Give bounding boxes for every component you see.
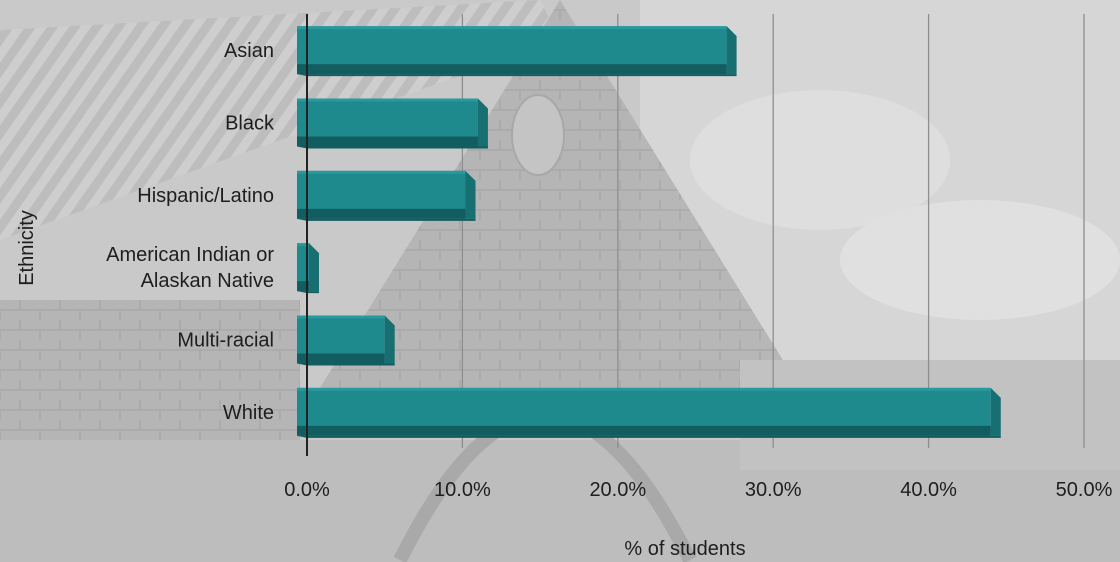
bars [297, 26, 1001, 438]
bar-highlight [297, 243, 309, 247]
category-label: White [223, 402, 274, 424]
category-label: Black [225, 113, 275, 135]
x-tick-label: 40.0% [900, 479, 957, 501]
x-axis-title: % of students [624, 538, 745, 560]
category-label: Asian [224, 40, 274, 62]
bar-base [297, 353, 385, 364]
bar-highlight [297, 26, 727, 30]
x-tick-label: 30.0% [745, 479, 802, 501]
x-tick-label: 20.0% [589, 479, 646, 501]
bar [297, 387, 1001, 438]
bar-base [297, 425, 991, 436]
category-label: Multi-racial [177, 330, 274, 352]
bar [297, 98, 488, 149]
category-labels: Asian Black Hispanic/Latino American Indian… [106, 40, 275, 424]
bar [297, 315, 395, 366]
bar [297, 170, 476, 221]
category-label: American Indian or [106, 244, 274, 266]
x-tick-label: 0.0% [284, 479, 330, 501]
x-tick-label: 10.0% [434, 479, 491, 501]
bar-highlight [297, 387, 991, 391]
bar-bottom [297, 435, 1001, 438]
bar-bottom [297, 74, 737, 77]
bar-highlight [297, 98, 478, 102]
bar-side [477, 98, 488, 147]
bar-bottom [297, 146, 488, 149]
y-axis-title: Ethnicity [16, 210, 38, 286]
bar-bottom [297, 363, 395, 366]
bar-base [297, 281, 309, 292]
bar-base [297, 208, 466, 219]
bar-bottom [297, 218, 476, 221]
bar-base [297, 64, 727, 75]
bar [297, 26, 737, 77]
bar-base [297, 136, 478, 147]
bar-highlight [297, 170, 466, 174]
bar-highlight [297, 315, 385, 319]
x-tick-labels: 0.0% 10.0% 20.0% 30.0% 40.0% 50.0% [284, 479, 1112, 501]
category-label: Alaskan Native [141, 270, 274, 292]
gridlines [461, 14, 1085, 448]
bar-side [990, 387, 1001, 436]
bar-side [465, 170, 476, 219]
x-tick-label: 50.0% [1056, 479, 1113, 501]
category-label: Hispanic/Latino [137, 185, 274, 207]
bar-side [384, 315, 395, 364]
bar-side [726, 26, 737, 75]
bar-side [309, 243, 319, 292]
